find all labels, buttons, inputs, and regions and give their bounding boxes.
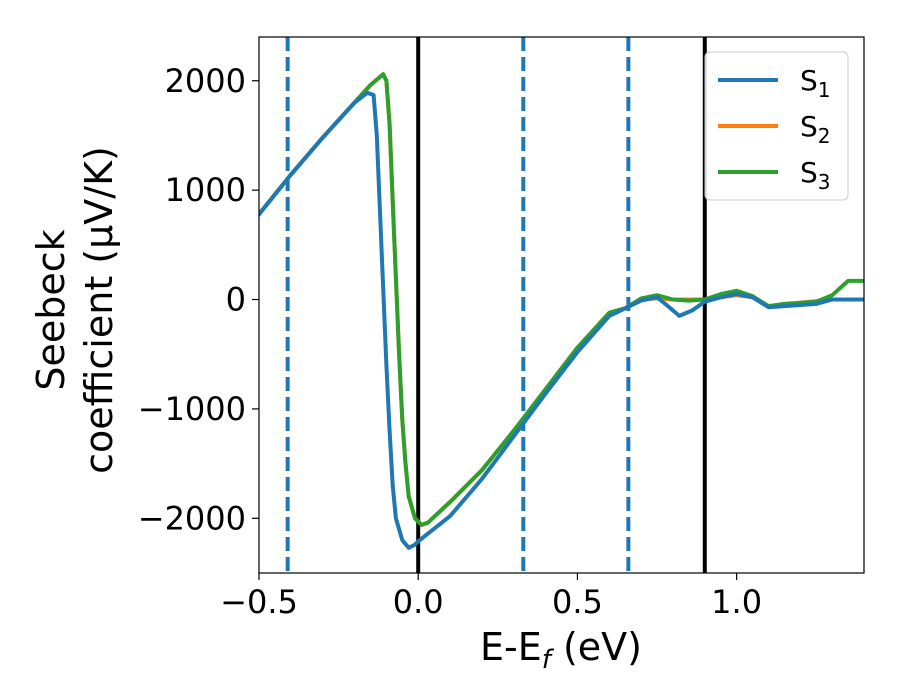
y-axis-label: Seebeck coefficient (μV/K) — [29, 146, 121, 474]
x-tick-label: 1.0 — [711, 583, 762, 621]
x-axis: −0.5 0.0 0.5 1.0 — [220, 573, 762, 621]
x-tick-label: −0.5 — [220, 583, 298, 621]
y-axis-label-line2: coefficient (μV/K) — [77, 146, 121, 474]
x-tick-label: 0.0 — [393, 583, 444, 621]
plot-frame — [258, 36, 865, 574]
series-lines — [259, 72, 864, 550]
y-tick-label: 0 — [226, 281, 246, 319]
y-axis: −2000 −1000 0 1000 2000 — [138, 62, 259, 537]
y-tick-label: 2000 — [165, 62, 246, 100]
legend: S1 S2 S3 — [704, 51, 849, 201]
x-axis-label: E-Ef (eV) — [480, 625, 642, 675]
x-tick-label: 0.5 — [552, 583, 603, 621]
legend-label-s2: S2 — [800, 110, 831, 148]
y-axis-label-line1: Seebeck — [29, 229, 73, 390]
legend-label-s3: S3 — [800, 156, 831, 194]
y-tick-label: −1000 — [138, 390, 246, 428]
y-tick-label: −2000 — [138, 499, 246, 537]
series-line-s1 — [259, 90, 864, 550]
reference-lines — [285, 37, 707, 573]
legend-label-s1: S1 — [800, 64, 831, 102]
x-axis-label-unit: (eV) — [551, 625, 642, 669]
y-tick-label: 1000 — [165, 171, 246, 209]
